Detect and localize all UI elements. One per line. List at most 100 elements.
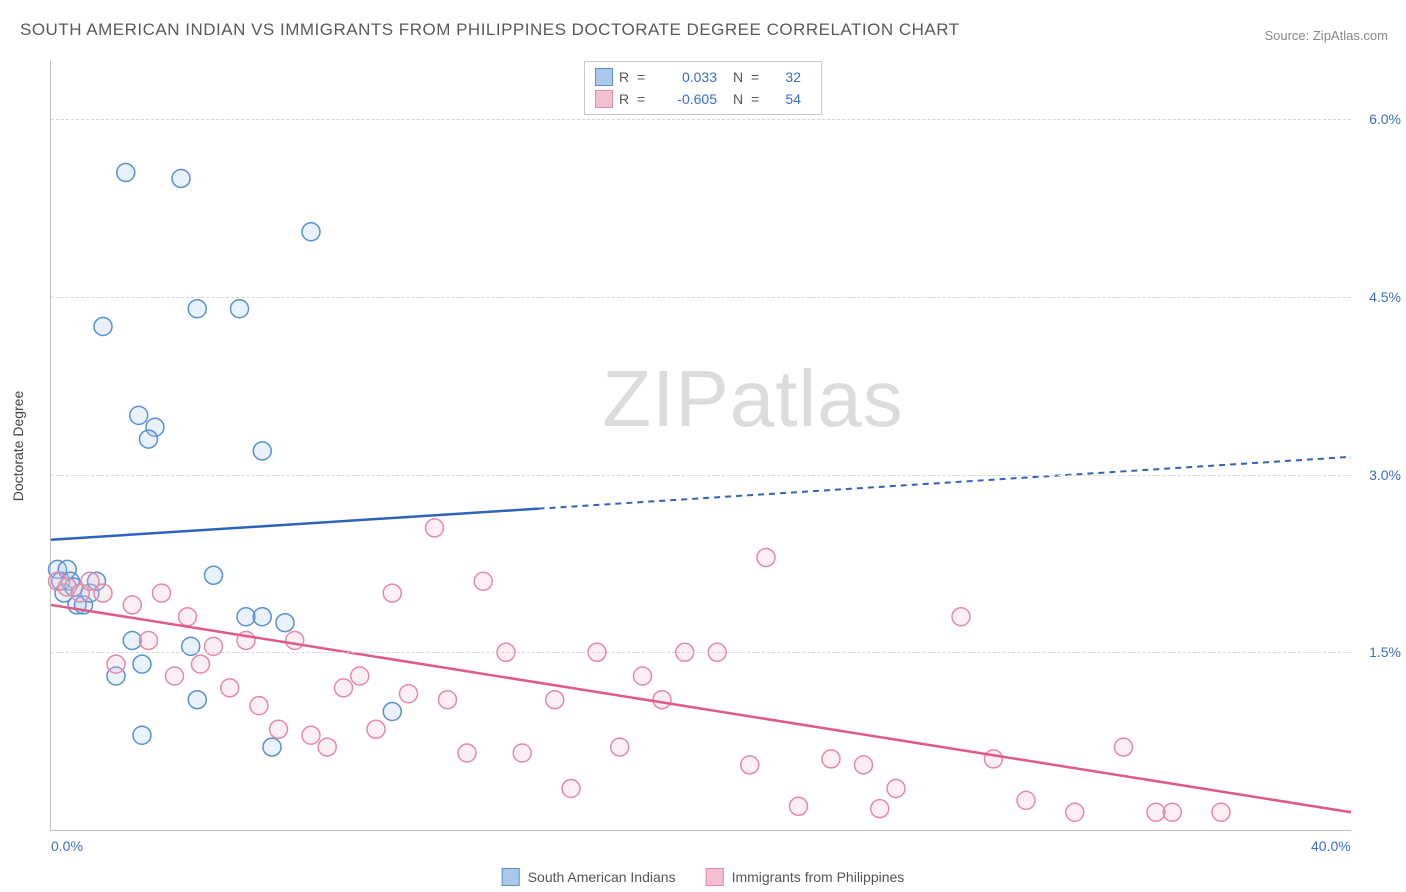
data-point-ph [179,608,197,626]
data-point-sai [231,300,249,318]
data-point-ph [318,738,336,756]
r-label: R = [619,69,651,85]
data-point-sai [140,430,158,448]
data-point-sai [205,566,223,584]
n-label: N = [733,69,765,85]
y-tick-label: 1.5% [1356,644,1401,660]
data-point-sai [130,406,148,424]
data-point-ph [887,780,905,798]
data-point-ph [634,667,652,685]
data-point-ph [426,519,444,537]
data-point-ph [458,744,476,762]
plot-svg [51,60,1351,830]
data-point-ph [94,584,112,602]
data-point-ph [741,756,759,774]
y-tick-label: 3.0% [1356,467,1401,483]
swatch-sai [595,68,613,86]
data-point-ph [302,726,320,744]
x-tick-label: 40.0% [1311,838,1351,854]
swatch-sai-2 [502,868,520,886]
data-point-ph [166,667,184,685]
legend-row-sai: R = 0.033 N = 32 [595,66,811,88]
data-point-sai [172,169,190,187]
data-point-sai [188,300,206,318]
legend-label-ph: Immigrants from Philippines [732,869,905,885]
data-point-sai [123,631,141,649]
data-point-ph [1066,803,1084,821]
data-point-sai [94,318,112,336]
source-prefix: Source: [1264,28,1312,43]
n-value-ph: 54 [771,91,811,107]
data-point-ph [822,750,840,768]
data-point-ph [871,800,889,818]
swatch-ph [595,90,613,108]
data-point-sai [253,442,271,460]
chart-title: SOUTH AMERICAN INDIAN VS IMMIGRANTS FROM… [20,20,960,40]
chart-container: SOUTH AMERICAN INDIAN VS IMMIGRANTS FROM… [0,0,1406,892]
data-point-sai [253,608,271,626]
data-point-ph [546,691,564,709]
source-name: ZipAtlas.com [1313,28,1388,43]
data-point-sai [133,655,151,673]
regression-line-sai [51,509,539,540]
data-point-ph [474,572,492,590]
y-tick-label: 6.0% [1356,111,1401,127]
series-legend: South American Indians Immigrants from P… [502,868,905,886]
r-value-sai: 0.033 [657,69,727,85]
data-point-ph [855,756,873,774]
y-axis-label: Doctorate Degree [10,391,26,502]
data-point-ph [985,750,1003,768]
data-point-ph [153,584,171,602]
correlation-legend: R = 0.033 N = 32 R = -0.605 N = 54 [584,61,822,115]
data-point-ph [270,720,288,738]
data-point-sai [188,691,206,709]
swatch-ph-2 [706,868,724,886]
data-point-ph [562,780,580,798]
data-point-ph [1212,803,1230,821]
r-value-ph: -0.605 [657,91,727,107]
data-point-ph [335,679,353,697]
data-point-sai [302,223,320,241]
regression-line-dashed-sai [539,457,1352,509]
data-point-ph [367,720,385,738]
data-point-sai [383,703,401,721]
data-point-ph [1147,803,1165,821]
data-point-ph [1017,791,1035,809]
data-point-sai [133,726,151,744]
data-point-ph [192,655,210,673]
data-point-ph [611,738,629,756]
data-point-ph [250,697,268,715]
data-point-ph [123,596,141,614]
data-point-ph [1115,738,1133,756]
data-point-ph [351,667,369,685]
source-attribution: Source: ZipAtlas.com [1264,28,1388,43]
y-tick-label: 4.5% [1356,289,1401,305]
data-point-ph [757,549,775,567]
data-point-ph [439,691,457,709]
legend-item-ph: Immigrants from Philippines [706,868,905,886]
data-point-ph [790,797,808,815]
data-point-ph [400,685,418,703]
legend-label-sai: South American Indians [528,869,676,885]
n-value-sai: 32 [771,69,811,85]
x-tick-label: 0.0% [51,838,83,854]
data-point-ph [1163,803,1181,821]
data-point-ph [107,655,125,673]
data-point-ph [952,608,970,626]
data-point-sai [276,614,294,632]
n-label-2: N = [733,91,765,107]
regression-line-ph [51,605,1351,812]
legend-item-sai: South American Indians [502,868,676,886]
data-point-ph [140,631,158,649]
legend-row-ph: R = -0.605 N = 54 [595,88,811,110]
data-point-ph [286,631,304,649]
data-point-ph [383,584,401,602]
data-point-sai [263,738,281,756]
r-label-2: R = [619,91,651,107]
plot-area: ZIPatlas 1.5%3.0%4.5%6.0%0.0%40.0% [50,60,1351,831]
data-point-ph [653,691,671,709]
data-point-ph [513,744,531,762]
data-point-ph [221,679,239,697]
data-point-sai [237,608,255,626]
data-point-sai [117,164,135,182]
